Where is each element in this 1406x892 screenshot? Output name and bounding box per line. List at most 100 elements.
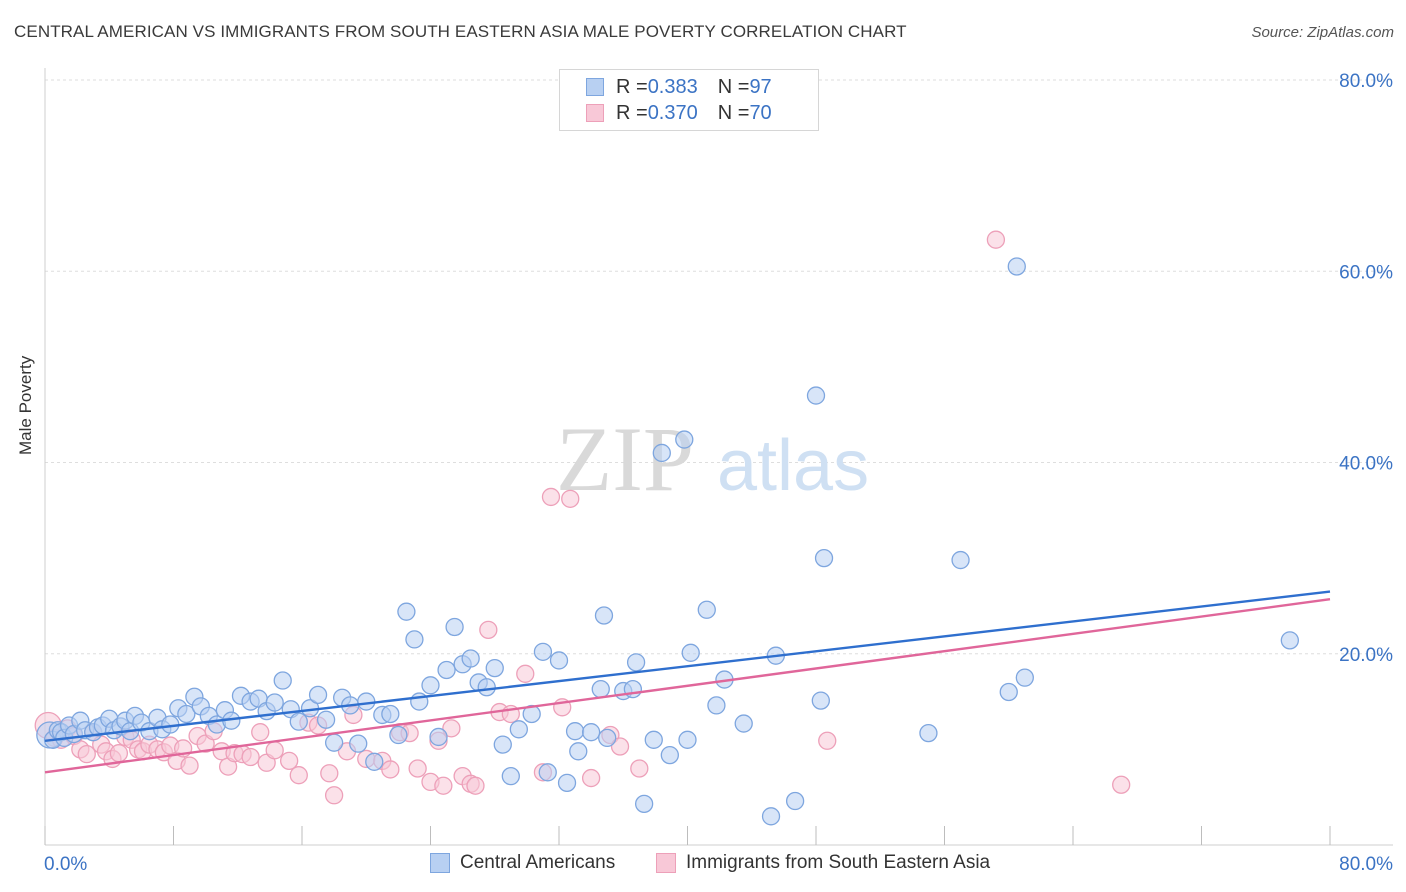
point-immigrants xyxy=(1112,775,1131,794)
y-tick-label: 60.0% xyxy=(1339,262,1393,283)
point-central-americans xyxy=(509,720,528,739)
point-central-americans xyxy=(308,685,328,705)
legend-label: Central Americans xyxy=(460,852,616,873)
point-central-americans xyxy=(265,693,284,712)
chart-title: CENTRAL AMERICAN VS IMMIGRANTS FROM SOUT… xyxy=(14,22,907,41)
trend-lines xyxy=(44,590,1331,774)
point-immigrants xyxy=(581,768,601,788)
point-central-americans xyxy=(999,682,1018,702)
point-central-americans xyxy=(501,767,520,786)
legend-swatch-blue xyxy=(586,78,604,96)
correlation-legend: R = 0.383 N = 97 R = 0.370 N = 70 xyxy=(559,69,819,131)
point-central-americans xyxy=(598,728,617,748)
series-legend: Central Americans Immigrants from South … xyxy=(0,852,1406,878)
x-tick-label: 80.0% xyxy=(1339,854,1393,875)
y-tick-label: 80.0% xyxy=(1339,71,1393,92)
point-central-americans xyxy=(381,704,400,724)
point-central-americans xyxy=(707,696,726,715)
legend-label: Immigrants from South Eastern Asia xyxy=(686,852,991,873)
point-central-americans xyxy=(533,642,553,661)
point-central-americans xyxy=(634,794,654,814)
legend-swatch-pink xyxy=(656,853,676,873)
point-immigrants xyxy=(180,756,199,775)
n-value: 70 xyxy=(749,101,772,124)
point-central-americans xyxy=(785,791,805,811)
legend-row-central-americans: R = 0.383 N = 97 xyxy=(586,75,772,99)
legend-item-central-americans: Central Americans xyxy=(430,852,615,874)
point-immigrants xyxy=(381,760,400,779)
gridlines xyxy=(45,79,1393,655)
point-immigrants xyxy=(109,744,129,763)
trend-line-immigrants xyxy=(44,598,1331,774)
point-immigrants xyxy=(610,737,630,756)
trend-line-central-americans xyxy=(44,590,1331,742)
n-label: N = xyxy=(717,101,750,124)
n-value: 97 xyxy=(749,75,772,98)
point-central-americans xyxy=(681,643,700,662)
point-central-americans xyxy=(357,692,376,711)
tick-labels: 20.0% 40.0% 60.0% 80.0% 0.0% 80.0% xyxy=(44,71,1393,875)
point-central-americans xyxy=(581,723,601,742)
point-central-americans xyxy=(652,443,671,463)
point-immigrants xyxy=(818,731,837,750)
point-immigrants xyxy=(77,745,96,764)
point-central-americans xyxy=(1007,257,1026,276)
point-immigrants xyxy=(442,719,461,738)
legend-swatch-blue xyxy=(430,853,450,873)
point-central-americans xyxy=(1280,631,1299,650)
point-central-americans xyxy=(814,548,834,568)
legend-swatch-pink xyxy=(586,104,604,122)
point-immigrants xyxy=(265,741,284,760)
r-label: R = xyxy=(616,75,648,98)
point-central-americans xyxy=(522,704,541,724)
point-central-americans xyxy=(429,727,448,747)
point-central-americans xyxy=(461,649,480,668)
point-immigrants xyxy=(289,766,308,785)
legend-row-immigrants: R = 0.370 N = 70 xyxy=(586,101,772,125)
watermark-atlas: atlas xyxy=(717,426,869,506)
watermark: ZIP atlas xyxy=(556,408,869,510)
point-central-americans xyxy=(316,710,336,729)
point-immigrants xyxy=(434,776,453,795)
point-central-americans xyxy=(477,678,496,697)
point-immigrants xyxy=(479,620,498,639)
point-central-americans xyxy=(675,430,694,449)
legend-item-immigrants: Immigrants from South Eastern Asia xyxy=(656,852,990,874)
series-central-americans-points xyxy=(36,257,1299,826)
point-central-americans xyxy=(761,807,781,826)
point-central-americans xyxy=(397,602,416,621)
r-value: 0.370 xyxy=(647,101,698,124)
point-central-americans xyxy=(324,733,344,752)
point-central-americans xyxy=(734,714,753,733)
point-central-americans xyxy=(349,734,368,753)
point-immigrants xyxy=(986,230,1006,249)
series-immigrants-points xyxy=(34,230,1131,805)
point-central-americans xyxy=(365,752,384,771)
point-immigrants xyxy=(516,664,535,683)
point-central-americans xyxy=(549,651,569,670)
source-label: Source: ZipAtlas.com xyxy=(1251,24,1394,41)
point-central-americans xyxy=(1015,668,1034,687)
point-central-americans xyxy=(485,658,504,678)
x-tick-label: 0.0% xyxy=(44,854,87,875)
y-tick-label: 20.0% xyxy=(1339,645,1393,666)
r-label: R = xyxy=(616,101,648,124)
point-immigrants xyxy=(408,759,427,778)
point-central-americans xyxy=(594,606,614,625)
watermark-zip: ZIP xyxy=(556,408,694,510)
n-label: N = xyxy=(717,75,750,98)
point-central-americans xyxy=(389,725,408,745)
point-central-americans xyxy=(678,730,697,749)
point-immigrants xyxy=(324,786,344,805)
point-central-americans xyxy=(421,676,440,695)
point-central-americans xyxy=(437,660,456,680)
point-immigrants xyxy=(541,487,561,507)
point-central-americans xyxy=(660,745,679,765)
point-central-americans xyxy=(591,679,610,699)
y-tick-label: 40.0% xyxy=(1339,454,1393,475)
point-central-americans xyxy=(565,722,585,741)
point-immigrants xyxy=(279,751,299,770)
point-central-americans xyxy=(806,386,826,405)
point-central-americans xyxy=(557,773,577,792)
point-immigrants xyxy=(561,489,580,508)
